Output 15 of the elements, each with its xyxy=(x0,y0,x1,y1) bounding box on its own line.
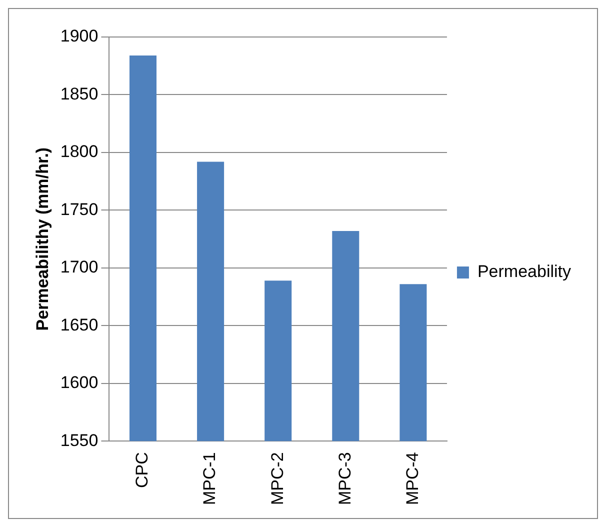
x-tick-label: MPC-2 xyxy=(268,452,287,506)
y-tick-label: 1550 xyxy=(60,430,98,450)
x-tick-label: MPC-3 xyxy=(335,452,354,506)
y-tick-label: 1600 xyxy=(60,373,98,392)
y-tick-label: 1650 xyxy=(60,315,98,334)
y-tick-label: 1900 xyxy=(60,26,98,46)
y-tick-label: 1750 xyxy=(60,200,98,219)
y-tick-label: 1800 xyxy=(60,142,98,162)
x-tick-label: CPC xyxy=(132,452,152,488)
y-tick-label: 1700 xyxy=(60,258,98,277)
y-tick-label: 1850 xyxy=(60,84,98,104)
y-axis-title: Permeabilithy (mm/hr.) xyxy=(32,147,52,331)
x-tick-label: MPC-4 xyxy=(402,452,422,506)
legend-label: Permeability xyxy=(477,262,572,282)
x-tick-label: MPC-1 xyxy=(200,452,220,506)
